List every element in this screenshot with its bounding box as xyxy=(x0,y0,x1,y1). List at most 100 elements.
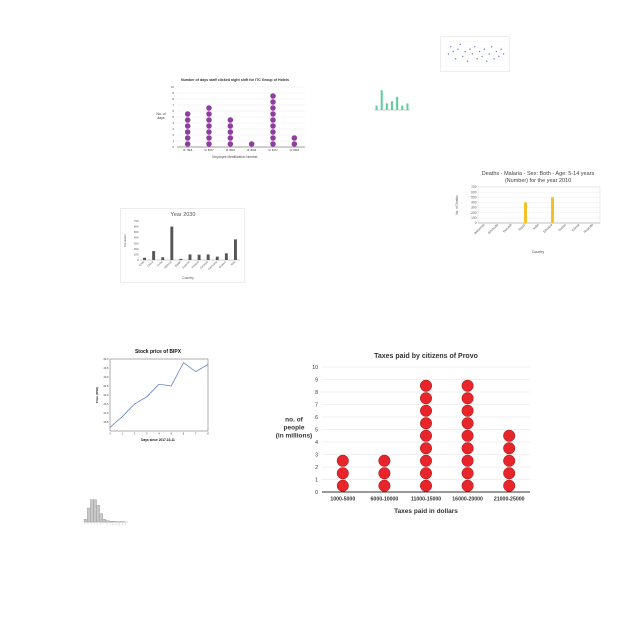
scatter-point xyxy=(483,48,486,50)
y-tick-label: 10 xyxy=(171,85,174,89)
dot-point xyxy=(461,479,474,492)
dot-point xyxy=(461,454,474,467)
dot-point xyxy=(420,417,432,430)
bar xyxy=(375,105,378,110)
dot-point xyxy=(503,467,516,480)
x-tick-label: Id: 8018 xyxy=(290,148,300,152)
x-tick-label: 4 xyxy=(158,432,160,436)
bar xyxy=(161,257,165,260)
y-tick-label: 700 xyxy=(471,185,477,189)
series-line xyxy=(109,362,209,428)
x-tick-label: 13 xyxy=(121,523,124,526)
x-tick-label: 12 xyxy=(118,523,121,526)
x-tick-label: 7 xyxy=(195,432,197,436)
x-tick-label: 10 xyxy=(112,523,115,526)
x-tick-label: Rwanda xyxy=(583,223,594,234)
y-tick-label: 23.5 xyxy=(103,366,109,370)
y-tick-label: 0 xyxy=(137,258,139,262)
chart-days-shift: Number of days staff clicked night shift… xyxy=(156,78,305,159)
x-tick-label: 1 xyxy=(122,432,124,436)
bar xyxy=(179,258,183,260)
x-tick-label: 21000-25000 xyxy=(494,496,525,502)
dot-point xyxy=(227,135,234,141)
y-tick-label: 7 xyxy=(315,402,318,408)
chart-stock-price: Stock price of BIPX 20.5 21.0 21.5 22.0 22.5… xyxy=(95,349,209,442)
chart-taxes-provo: Taxes paid by citizens of Provo 0 1 2 3 4 5 6 7… xyxy=(276,353,530,515)
scatter-point xyxy=(464,50,466,53)
y-tick-label: 24.0 xyxy=(103,357,109,361)
chart-histogram: 1 2 3 4 5 6 7 8 9 10 11 12 13 14 xyxy=(83,499,128,526)
y-tick-label: 20.5 xyxy=(103,420,109,424)
scatter-point xyxy=(486,60,488,62)
x-tick-label: 11 xyxy=(115,523,118,526)
y-tick-label: 300 xyxy=(134,241,139,245)
x-tick-label: Italy xyxy=(230,259,237,266)
x-tick-label: Id: 8172 xyxy=(268,148,278,152)
x-tick-label: 5 xyxy=(171,432,173,436)
chart-malaria: Deaths - Malaria - Sex: Both - Age: 5-14… xyxy=(455,171,601,254)
chart-title: Number of days staff clicked night shift… xyxy=(181,78,289,82)
bar xyxy=(197,254,201,260)
bar xyxy=(93,499,97,523)
x-tick-label: 8 xyxy=(106,523,108,525)
bar xyxy=(380,90,383,110)
dot-point xyxy=(503,479,516,492)
dot-point xyxy=(291,135,298,141)
x-tick-label: Egypt xyxy=(518,223,527,232)
x-tick-label: Bermuda xyxy=(487,223,499,235)
bar xyxy=(99,513,104,523)
dot-point xyxy=(270,129,276,135)
x-axis-label: Days since 2017-10-11 xyxy=(141,438,175,442)
dot-point xyxy=(184,141,191,147)
bar xyxy=(102,519,107,523)
scatter-point xyxy=(498,55,500,58)
dot-point xyxy=(503,429,516,442)
bar xyxy=(96,505,100,523)
x-tick-label: Egypt xyxy=(174,260,182,268)
y-tick-label: 500 xyxy=(134,230,139,234)
dot-point xyxy=(420,429,432,442)
x-tick-label: Sudan xyxy=(557,223,567,233)
plot-frame xyxy=(477,186,601,224)
bar xyxy=(112,521,116,523)
y-tick-label: 3 xyxy=(315,452,318,458)
y-tick-label: 400 xyxy=(471,201,477,205)
dot-point xyxy=(420,479,432,492)
dot-point xyxy=(227,141,234,147)
scatter-point xyxy=(488,53,490,55)
scatter-point xyxy=(466,60,469,62)
scatter-point xyxy=(454,58,457,60)
y-tick-label: 7 xyxy=(173,103,175,107)
scatter-point xyxy=(459,43,462,46)
y-tick-label: 4 xyxy=(315,440,318,446)
dot-point xyxy=(227,123,234,129)
y-tick-label: 0 xyxy=(475,221,477,225)
scatter-point xyxy=(471,53,474,55)
y-tick-label: 21.0 xyxy=(103,411,109,415)
scatter-point xyxy=(469,48,471,50)
x-tick-label: Id: 8115 xyxy=(226,148,236,152)
dot-point xyxy=(270,141,276,147)
bar xyxy=(401,105,404,110)
bar xyxy=(390,101,394,110)
x-tick-label: 6 xyxy=(183,432,185,436)
x-tick-label: Burundi xyxy=(502,223,513,234)
scatter-point xyxy=(452,50,454,53)
bar xyxy=(90,499,94,523)
dot-point xyxy=(206,117,212,123)
y-tick-label: 8 xyxy=(315,390,318,396)
scatter-point xyxy=(447,53,450,55)
y-axis-label: Price (USD) xyxy=(95,387,99,404)
chart-scatter-top xyxy=(440,36,510,72)
x-tick-label: 8 xyxy=(207,432,209,436)
x-tick-label: 3 xyxy=(146,432,148,436)
bar xyxy=(396,96,399,110)
scatter-point xyxy=(478,50,481,53)
x-tick-label: 2 xyxy=(87,523,89,525)
x-tick-label: Id: 7806 xyxy=(183,148,193,152)
x-tick-label: China xyxy=(146,260,154,268)
y-axis-label: no. of xyxy=(285,417,304,424)
y-tick-label: 23.0 xyxy=(103,375,109,379)
dot-point xyxy=(503,442,516,455)
x-tick-label: 16000-20000 xyxy=(452,496,483,502)
